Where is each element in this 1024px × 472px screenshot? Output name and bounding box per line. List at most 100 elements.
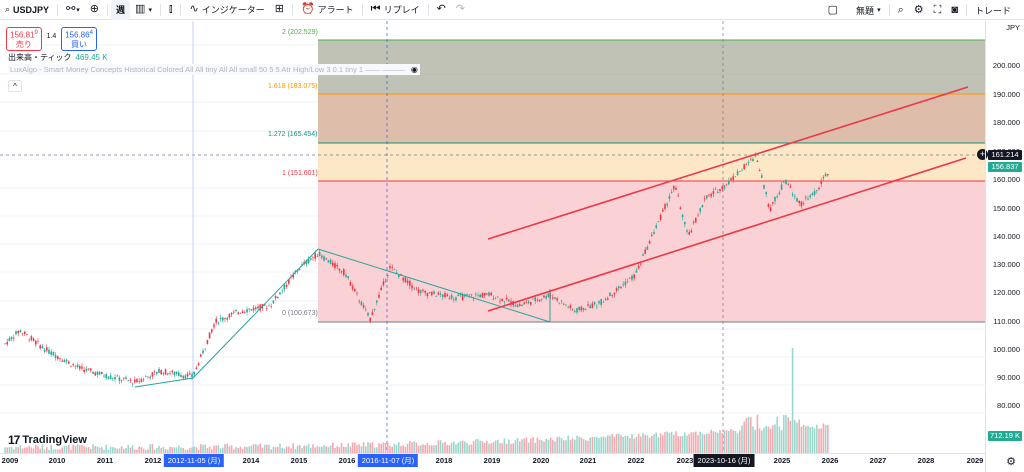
chart-type-button[interactable]: ▥ ▾	[130, 0, 157, 20]
trend-lines[interactable]	[134, 86, 969, 388]
price-chart[interactable]	[0, 21, 1024, 472]
settings-button[interactable]: ⚙	[909, 0, 929, 20]
volume-bar	[684, 432, 686, 453]
candle-body	[307, 259, 310, 264]
volume-bar	[239, 446, 242, 453]
layout-name-button[interactable]: 無題 ▾	[851, 0, 886, 20]
interval-button[interactable]: 週	[111, 0, 131, 20]
volume-bar	[189, 448, 191, 453]
candle-body	[244, 312, 246, 313]
candle-body	[767, 204, 770, 207]
volume-bar	[717, 432, 719, 453]
volume-bar	[565, 440, 567, 453]
volume-bar	[516, 437, 519, 453]
volume-bar	[180, 447, 182, 453]
volume-bar	[631, 434, 633, 453]
volume-bar	[290, 448, 292, 453]
volume-bar	[294, 448, 297, 453]
channel-upper-line[interactable]	[487, 86, 969, 240]
fib-label-1618: 1.618 (183.075)	[268, 83, 318, 90]
x-axis-tick: 2016	[338, 456, 356, 465]
bar-style-button[interactable]: ⫾	[164, 0, 178, 20]
candle-body	[125, 377, 127, 379]
candle-body	[453, 299, 455, 300]
volume-bar	[325, 446, 327, 453]
candle-body	[787, 183, 789, 185]
eye-icon[interactable]: ◉	[410, 65, 418, 74]
layout-toggle-button[interactable]: ▢	[823, 0, 843, 20]
volume-bar	[336, 446, 338, 453]
quick-search-button[interactable]: ⌕	[893, 0, 909, 20]
candle-body	[255, 307, 257, 310]
trendline-up[interactable]	[134, 248, 319, 388]
undo-button[interactable]: ↶	[432, 0, 451, 20]
candle-body	[774, 197, 776, 202]
volume-bar	[686, 435, 688, 453]
candle-body	[263, 304, 266, 306]
layouts-button[interactable]: ⊞	[270, 0, 289, 20]
tradingview-logo[interactable]: 17 TradingView	[8, 433, 87, 447]
volume-tag: 712.19 K	[988, 431, 1022, 441]
snapshot-button[interactable]: ◙	[946, 0, 963, 20]
volume-bar	[417, 445, 420, 453]
compare-button[interactable]: ⚯ ▾	[61, 0, 85, 20]
chart-pane[interactable]: 2 (202.529) 1.618 (183.075) 1.272 (165.4…	[0, 21, 1024, 472]
volume-bar	[349, 446, 352, 453]
buy-button[interactable]: 156.864 買い	[61, 27, 97, 51]
channel-lower-line[interactable]	[487, 157, 967, 312]
volume-bar	[589, 437, 591, 453]
indicators-button[interactable]: ∿ インジケーター	[184, 0, 269, 20]
x-axis-tick: 2027	[869, 456, 887, 465]
candle-body	[301, 264, 303, 265]
bars-icon: ⫾	[168, 3, 173, 15]
volume-bar	[391, 446, 393, 453]
redo-button[interactable]: ↷	[451, 0, 470, 20]
volume-bar	[763, 427, 765, 453]
fib-zone-1618	[318, 94, 986, 143]
candle-body	[508, 299, 510, 302]
candle-body	[554, 297, 556, 299]
x-axis-tag-2: 2016-11-07 (月)	[357, 454, 419, 467]
collapse-legend-button[interactable]: ^	[8, 80, 22, 92]
trendline-down[interactable]	[317, 248, 551, 323]
volume-bar	[400, 446, 402, 453]
candle-body	[246, 309, 248, 313]
volume-bar	[252, 444, 255, 453]
alert-button[interactable]: ⏰ アラート	[296, 0, 359, 20]
candle-body	[743, 164, 745, 170]
volume-bar	[800, 426, 803, 453]
candle-body	[503, 301, 506, 303]
axis-settings-button[interactable]: ⚙	[1006, 455, 1016, 468]
candle-body	[142, 379, 145, 381]
volume-bar	[525, 437, 528, 453]
volume-bar	[422, 444, 424, 453]
symbol-search[interactable]: ⌕ USDJPY	[0, 0, 54, 20]
crosshair-plus-icon[interactable]: +	[977, 149, 988, 160]
candle-body	[237, 312, 239, 314]
volume-bar	[226, 443, 228, 453]
volume-bar	[283, 448, 286, 453]
replay-button[interactable]: ⏮ リプレイ	[366, 0, 425, 20]
candle-body	[360, 301, 363, 306]
volume-bar	[457, 442, 459, 453]
volume-bar	[604, 437, 607, 453]
candle-body	[349, 282, 352, 286]
indicator-legend[interactable]: LuxAlgo - Smart Money Concepts Historica…	[8, 64, 420, 75]
volume-legend[interactable]: 出来高・ティック 469.45 K	[8, 52, 108, 63]
buy-price-fraction: 4	[89, 30, 93, 36]
candle-body	[224, 318, 226, 320]
trade-button[interactable]: トレード	[970, 0, 1016, 20]
candle-body	[582, 307, 585, 311]
add-symbol-button[interactable]: ⊕	[85, 0, 104, 20]
fullscreen-button[interactable]: ⛶	[929, 0, 947, 20]
divider	[159, 3, 161, 16]
candle-body	[378, 294, 380, 298]
volume-bar	[818, 428, 820, 453]
sell-button[interactable]: 156.819 売り	[6, 27, 42, 51]
volume-bar	[235, 447, 237, 453]
candle-body	[719, 188, 721, 192]
volume-bar	[448, 445, 451, 453]
volume-bar	[772, 425, 774, 453]
candle-body	[670, 192, 673, 194]
candle-body	[701, 205, 704, 208]
